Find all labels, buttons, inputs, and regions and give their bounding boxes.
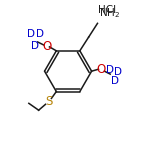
Text: HCl: HCl (98, 5, 116, 15)
Text: S: S (45, 95, 52, 108)
Text: D: D (36, 29, 44, 39)
Text: O: O (42, 40, 51, 53)
Text: D: D (27, 29, 35, 39)
Text: NH$_2$: NH$_2$ (100, 7, 121, 20)
Text: D: D (31, 41, 39, 51)
Text: D: D (111, 76, 119, 86)
Text: O: O (97, 63, 106, 76)
Text: D: D (114, 67, 122, 77)
Text: D: D (106, 65, 114, 75)
